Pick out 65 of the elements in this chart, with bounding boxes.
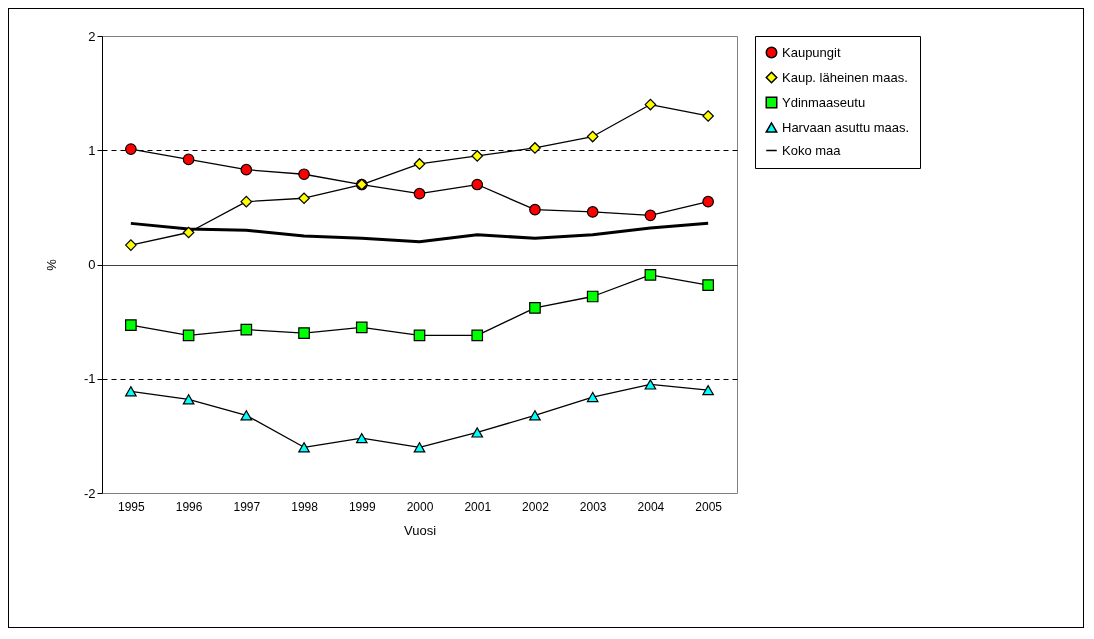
point: [413, 329, 426, 342]
point: [298, 192, 310, 205]
y-tick-label: -1: [83, 371, 96, 387]
point: [298, 442, 310, 453]
x-tick-label: 2001: [464, 499, 492, 514]
point: [586, 130, 599, 143]
point: [471, 150, 484, 162]
x-tick-label: 1999: [348, 499, 376, 514]
point: [644, 98, 657, 111]
legend-label: Harvaan asuttu maas.: [782, 119, 910, 135]
x-tick-label: 1995: [118, 499, 146, 514]
x-tick-label: 2004: [637, 499, 665, 514]
legend-label: Koko maa: [782, 142, 842, 158]
point: [125, 143, 137, 155]
point: [529, 203, 541, 216]
y-tick-label: -2: [83, 485, 96, 501]
point: [240, 323, 253, 336]
x-axis-title: Vuosi: [403, 522, 437, 538]
x-tick-label: 2000: [406, 499, 434, 514]
x-tick-label: 2005: [695, 499, 723, 514]
point: [529, 410, 541, 421]
legend-label: Kaupungit: [782, 44, 841, 60]
point: [298, 168, 310, 181]
point: [355, 321, 368, 334]
point: [298, 327, 310, 339]
legend-label: Ydinmaaseutu: [782, 94, 866, 110]
point: [413, 442, 426, 453]
point: [182, 394, 195, 405]
y-tick-label: 0: [88, 257, 96, 272]
point: [182, 329, 195, 342]
point: [471, 427, 484, 438]
point: [125, 319, 137, 331]
point: [586, 206, 599, 218]
point: [644, 268, 657, 281]
point: [125, 386, 137, 397]
y-tick-label: 1: [88, 142, 96, 158]
y-axis-title: %: [43, 258, 59, 271]
point: [644, 209, 657, 222]
point: [355, 433, 368, 444]
point: [529, 142, 541, 154]
point: [471, 329, 484, 342]
legend-label: Kaup. läheinen maas.: [782, 69, 908, 85]
point: [182, 153, 195, 166]
point: [702, 279, 714, 291]
x-tick-label: 1998: [291, 499, 319, 514]
x-tick-label: 2003: [579, 499, 607, 514]
point: [702, 385, 714, 396]
point: [240, 410, 253, 421]
point: [529, 302, 541, 314]
point: [125, 239, 137, 251]
point: [182, 226, 195, 239]
point: [413, 187, 426, 200]
y-tick-label: 2: [88, 28, 96, 44]
point: [702, 195, 714, 208]
point: [586, 290, 599, 303]
point: [413, 158, 426, 170]
point: [702, 110, 714, 122]
x-tick-label: 1997: [233, 499, 261, 514]
point: [240, 163, 253, 176]
x-tick-label: 1996: [175, 499, 203, 514]
x-tick-label: 2002: [522, 499, 550, 514]
point: [471, 178, 484, 191]
point: [644, 379, 657, 390]
point: [586, 391, 599, 403]
point: [240, 195, 253, 208]
